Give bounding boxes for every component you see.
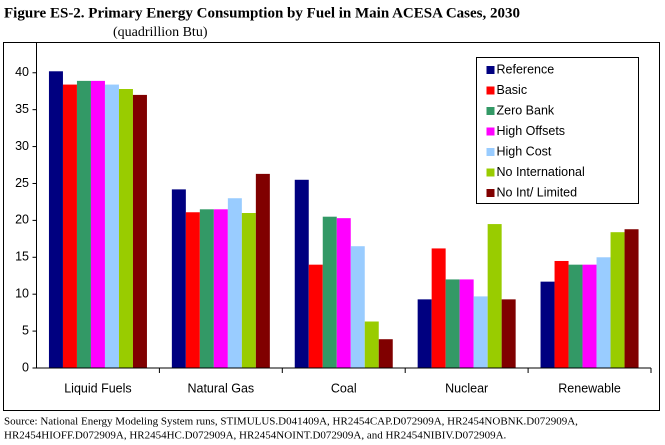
legend-label: Reference xyxy=(497,62,555,76)
legend-box xyxy=(476,57,639,204)
bar xyxy=(501,299,516,368)
y-tick-label: 20 xyxy=(15,213,29,227)
bar xyxy=(171,189,186,368)
bar xyxy=(255,173,270,368)
bar xyxy=(241,213,256,368)
bar xyxy=(132,94,147,369)
bar xyxy=(336,218,351,368)
bar xyxy=(610,232,625,368)
bar xyxy=(624,229,639,368)
y-tick-label: 0 xyxy=(22,360,29,374)
bar xyxy=(487,224,502,368)
bar xyxy=(596,257,611,368)
x-tick-label: Coal xyxy=(331,381,357,395)
chart-subtitle: (quadrillion Btu) xyxy=(113,25,208,40)
y-tick-label: 25 xyxy=(15,176,29,190)
legend-label: No Int/ Limited xyxy=(497,185,578,199)
bar xyxy=(568,264,583,368)
legend-swatch xyxy=(486,127,495,136)
legend-swatch xyxy=(486,86,495,95)
x-tick-label: Renewable xyxy=(558,381,621,395)
legend-swatch xyxy=(486,66,495,74)
bar xyxy=(104,84,119,369)
bar xyxy=(308,264,323,368)
legend-label: Zero Bank xyxy=(497,103,555,117)
bar xyxy=(431,248,446,368)
y-tick-label: 5 xyxy=(22,323,29,337)
y-tick-label: 10 xyxy=(15,286,29,300)
bar xyxy=(554,260,569,368)
x-tick-label: Nuclear xyxy=(445,381,488,395)
legend-label: No International xyxy=(497,165,585,179)
legend-swatch xyxy=(486,148,495,156)
x-tick-label: Natural Gas xyxy=(187,381,254,395)
bar xyxy=(322,216,337,368)
bar xyxy=(62,84,77,369)
bar xyxy=(118,89,133,368)
chart-title: Figure ES-2. Primary Energy Consumption … xyxy=(4,5,520,21)
legend-label: High Offsets xyxy=(497,124,566,138)
bar xyxy=(213,209,228,368)
chart-frame xyxy=(3,42,660,411)
bar xyxy=(90,80,105,368)
bar xyxy=(473,296,488,368)
bar xyxy=(48,71,63,369)
bar xyxy=(378,339,393,368)
x-tick-label: Liquid Fuels xyxy=(64,381,131,395)
bar xyxy=(294,179,309,368)
source-line: Source: National Energy Modeling System … xyxy=(4,416,578,428)
y-tick-label: 15 xyxy=(15,250,29,264)
bar xyxy=(445,279,460,368)
bar xyxy=(459,279,474,368)
legend-swatch xyxy=(486,107,495,115)
legend-label: Basic xyxy=(497,83,528,97)
legend-swatch xyxy=(486,168,495,177)
bar xyxy=(582,264,597,368)
y-tick-label: 35 xyxy=(15,102,29,116)
legend-label: High Cost xyxy=(497,144,552,158)
y-tick-label: 40 xyxy=(15,65,29,79)
bar xyxy=(227,198,242,368)
bar xyxy=(185,212,200,368)
bar xyxy=(76,80,91,368)
legend-swatch xyxy=(486,189,495,197)
bar xyxy=(540,281,555,368)
bar xyxy=(417,299,432,368)
y-tick-label: 30 xyxy=(15,139,29,153)
source-line: HR2454HIOFF.D072909A, HR2454HC.D072909A,… xyxy=(4,430,507,442)
bar xyxy=(350,246,365,368)
bar xyxy=(364,321,379,368)
bar xyxy=(199,209,214,368)
